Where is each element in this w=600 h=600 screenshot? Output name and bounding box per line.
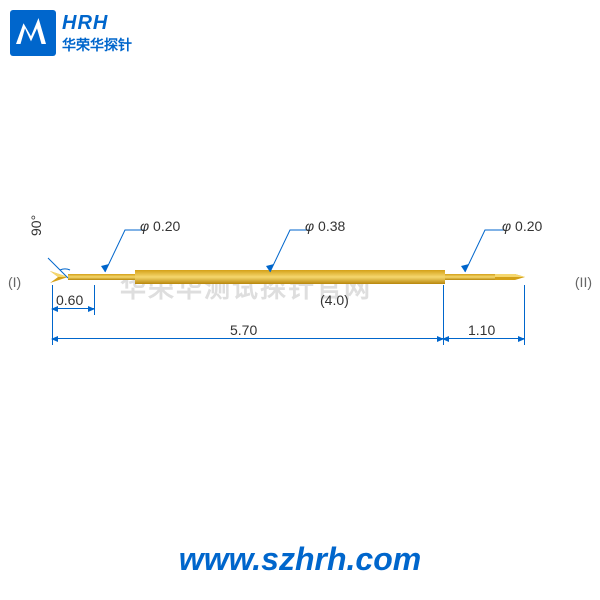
dim-line-left	[52, 308, 94, 309]
dia-left-value: 0.20	[153, 218, 180, 234]
dia-right-value: 0.20	[515, 218, 542, 234]
brand-logo: HRH 华荣华探针	[10, 10, 132, 56]
len-left-label: 0.60	[56, 292, 83, 308]
technical-drawing: 90° φ 0.20 φ 0.38 φ 0.20 0.60 5.70 (4.0)…	[0, 200, 600, 400]
dim-line-right	[443, 338, 524, 339]
angle-label: 90°	[28, 215, 44, 236]
logo-letters: HRH	[62, 12, 132, 35]
dim-line-total	[52, 338, 443, 339]
logo-mountain-icon	[10, 10, 56, 56]
len-stroke-label: (4.0)	[320, 292, 349, 308]
website-url: www.szhrh.com	[0, 541, 600, 578]
logo-chinese: 华荣华探针	[62, 35, 132, 55]
dia-left-label: φ 0.20	[140, 218, 180, 234]
dia-mid-label: φ 0.38	[305, 218, 345, 234]
dia-mid-value: 0.38	[318, 218, 345, 234]
dia-right-label: φ 0.20	[502, 218, 542, 234]
angle-callout	[30, 230, 90, 290]
len-right-label: 1.10	[468, 322, 495, 338]
logo-text: HRH 华荣华探针	[62, 12, 132, 55]
len-total-label: 5.70	[230, 322, 257, 338]
